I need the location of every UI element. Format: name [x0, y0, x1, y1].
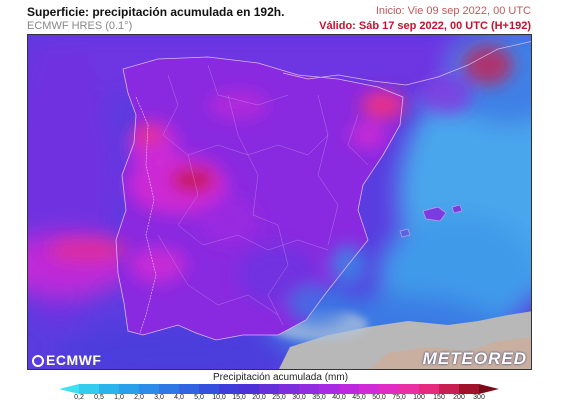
legend-swatch — [359, 384, 379, 394]
legend-tick-label: 4,0 — [174, 394, 184, 401]
legend-tick-label: 45,0 — [352, 394, 366, 401]
legend-swatch — [299, 384, 319, 394]
legend-tick-label: 50,0 — [372, 394, 386, 401]
legend-swatch — [139, 384, 159, 394]
legend-swatch — [79, 384, 99, 394]
legend-tick-label: 75,0 — [392, 394, 406, 401]
legend-tick-label: 300 — [473, 394, 485, 401]
meteored-logo: METEORED — [422, 349, 527, 368]
legend-swatch — [219, 384, 239, 394]
legend-swatch — [99, 384, 119, 394]
mallorca — [422, 206, 447, 222]
precipitation-map[interactable]: ECMWF METEORED — [27, 34, 532, 370]
legend-tick-label: 3,0 — [154, 394, 164, 401]
map-title: Superficie: precipitación acumulada en 1… — [27, 5, 285, 19]
legend-tick-label: 1,0 — [114, 394, 124, 401]
legend-tick-label: 20,0 — [252, 394, 266, 401]
legend-swatch — [239, 384, 259, 394]
legend-tick-label: 0,5 — [94, 394, 104, 401]
legend-tick-label: 10,0 — [212, 394, 226, 401]
legend-ticks: 0,2 0,5 1,0 2,0 3,0 4,0 5,0 10,0 15,0 20,0 25,0 30,… — [0, 394, 561, 406]
legend-tick-label: 0,2 — [74, 394, 84, 401]
legend-arrow-high — [479, 384, 499, 394]
legend-swatch — [399, 384, 419, 394]
legend-tick-label: 15,0 — [232, 394, 246, 401]
init-time: Inicio: Vie 09 sep 2022, 00 UTC — [375, 5, 531, 17]
coastline — [115, 56, 404, 341]
legend-swatch — [379, 384, 399, 394]
legend-tick-label: 40,0 — [332, 394, 346, 401]
ecmwf-logo: ECMWF — [32, 352, 101, 368]
legend-tick-label: 5,0 — [194, 394, 204, 401]
legend-colorbar — [59, 384, 499, 394]
legend-tick-label: 25,0 — [272, 394, 286, 401]
legend-tick-label: 150 — [433, 394, 445, 401]
portugal-border — [135, 96, 157, 334]
legend-swatch — [319, 384, 339, 394]
legend-swatch — [419, 384, 439, 394]
legend-swatch — [459, 384, 479, 394]
legend-title: Precipitación acumulada (mm) — [212, 372, 349, 383]
map-header: Superficie: precipitación acumulada en 1… — [0, 0, 561, 34]
africa-interior — [370, 337, 531, 369]
valid-time: Válido: Sáb 17 sep 2022, 00 UTC (H+192) — [319, 20, 531, 32]
legend-tick-label: 2,0 — [134, 394, 144, 401]
ibiza — [399, 228, 411, 238]
legend-tick-label: 200 — [453, 394, 465, 401]
menorca — [451, 204, 463, 214]
legend-swatch — [199, 384, 219, 394]
legend-tick-label: 30,0 — [292, 394, 306, 401]
model-label: ECMWF HRES (0.1°) — [27, 20, 133, 32]
legend-tick-label: 35,0 — [312, 394, 326, 401]
legend-swatch — [159, 384, 179, 394]
map-canvas: ECMWF METEORED — [28, 35, 531, 369]
legend-swatch — [279, 384, 299, 394]
france-coast — [282, 41, 531, 86]
legend-swatch — [439, 384, 459, 394]
province-borders — [157, 64, 369, 326]
legend-swatch — [339, 384, 359, 394]
legend-swatch — [259, 384, 279, 394]
legend-swatch — [179, 384, 199, 394]
legend-tick-label: 100 — [413, 394, 425, 401]
legend-swatch — [119, 384, 139, 394]
legend-arrow-low — [59, 384, 79, 394]
precip-field — [48, 45, 513, 325]
